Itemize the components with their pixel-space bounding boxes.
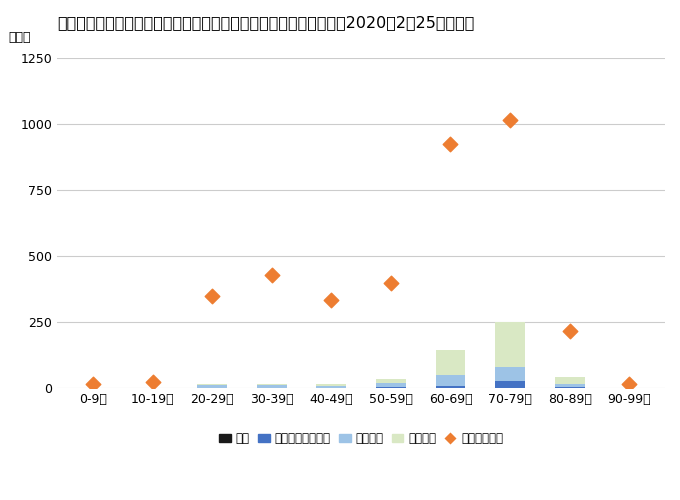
Bar	[257, 384, 286, 385]
Bar	[495, 366, 525, 382]
Legend: 死者, 入院患者（重度）, 有症状者, 無症状者, 乗客・乗員数: 死者, 入院患者（重度）, 有症状者, 無症状者, 乗客・乗員数	[214, 427, 508, 450]
Bar	[555, 384, 585, 386]
乗客・乗員数	[88, 380, 99, 388]
Bar	[436, 375, 465, 386]
Bar	[316, 384, 346, 386]
乗客・乗員数	[564, 327, 575, 335]
乗客・乗員数	[147, 378, 158, 386]
乗客・乗員数	[267, 271, 277, 279]
Text: （人）: （人）	[9, 32, 31, 44]
乗客・乗員数	[505, 116, 515, 124]
Bar	[376, 384, 406, 388]
Bar	[197, 385, 227, 388]
Text: ダイヤモンド・プリンセス号での新型コロナウイルス感染確認数（2020年2月25日時点）: ダイヤモンド・プリンセス号での新型コロナウイルス感染確認数（2020年2月25日…	[57, 15, 475, 30]
Bar	[257, 385, 286, 388]
乗客・乗員数	[386, 279, 396, 287]
Bar	[555, 378, 585, 384]
Bar	[495, 322, 525, 366]
Bar	[197, 384, 227, 385]
Bar	[495, 382, 525, 388]
Bar	[555, 386, 585, 388]
乗客・乗員数	[326, 296, 337, 304]
乗客・乗員数	[207, 292, 218, 300]
Bar	[436, 350, 465, 375]
Bar	[376, 380, 406, 384]
Bar	[316, 386, 346, 388]
乗客・乗員数	[445, 140, 456, 148]
乗客・乗員数	[624, 380, 634, 388]
Bar	[436, 386, 465, 388]
